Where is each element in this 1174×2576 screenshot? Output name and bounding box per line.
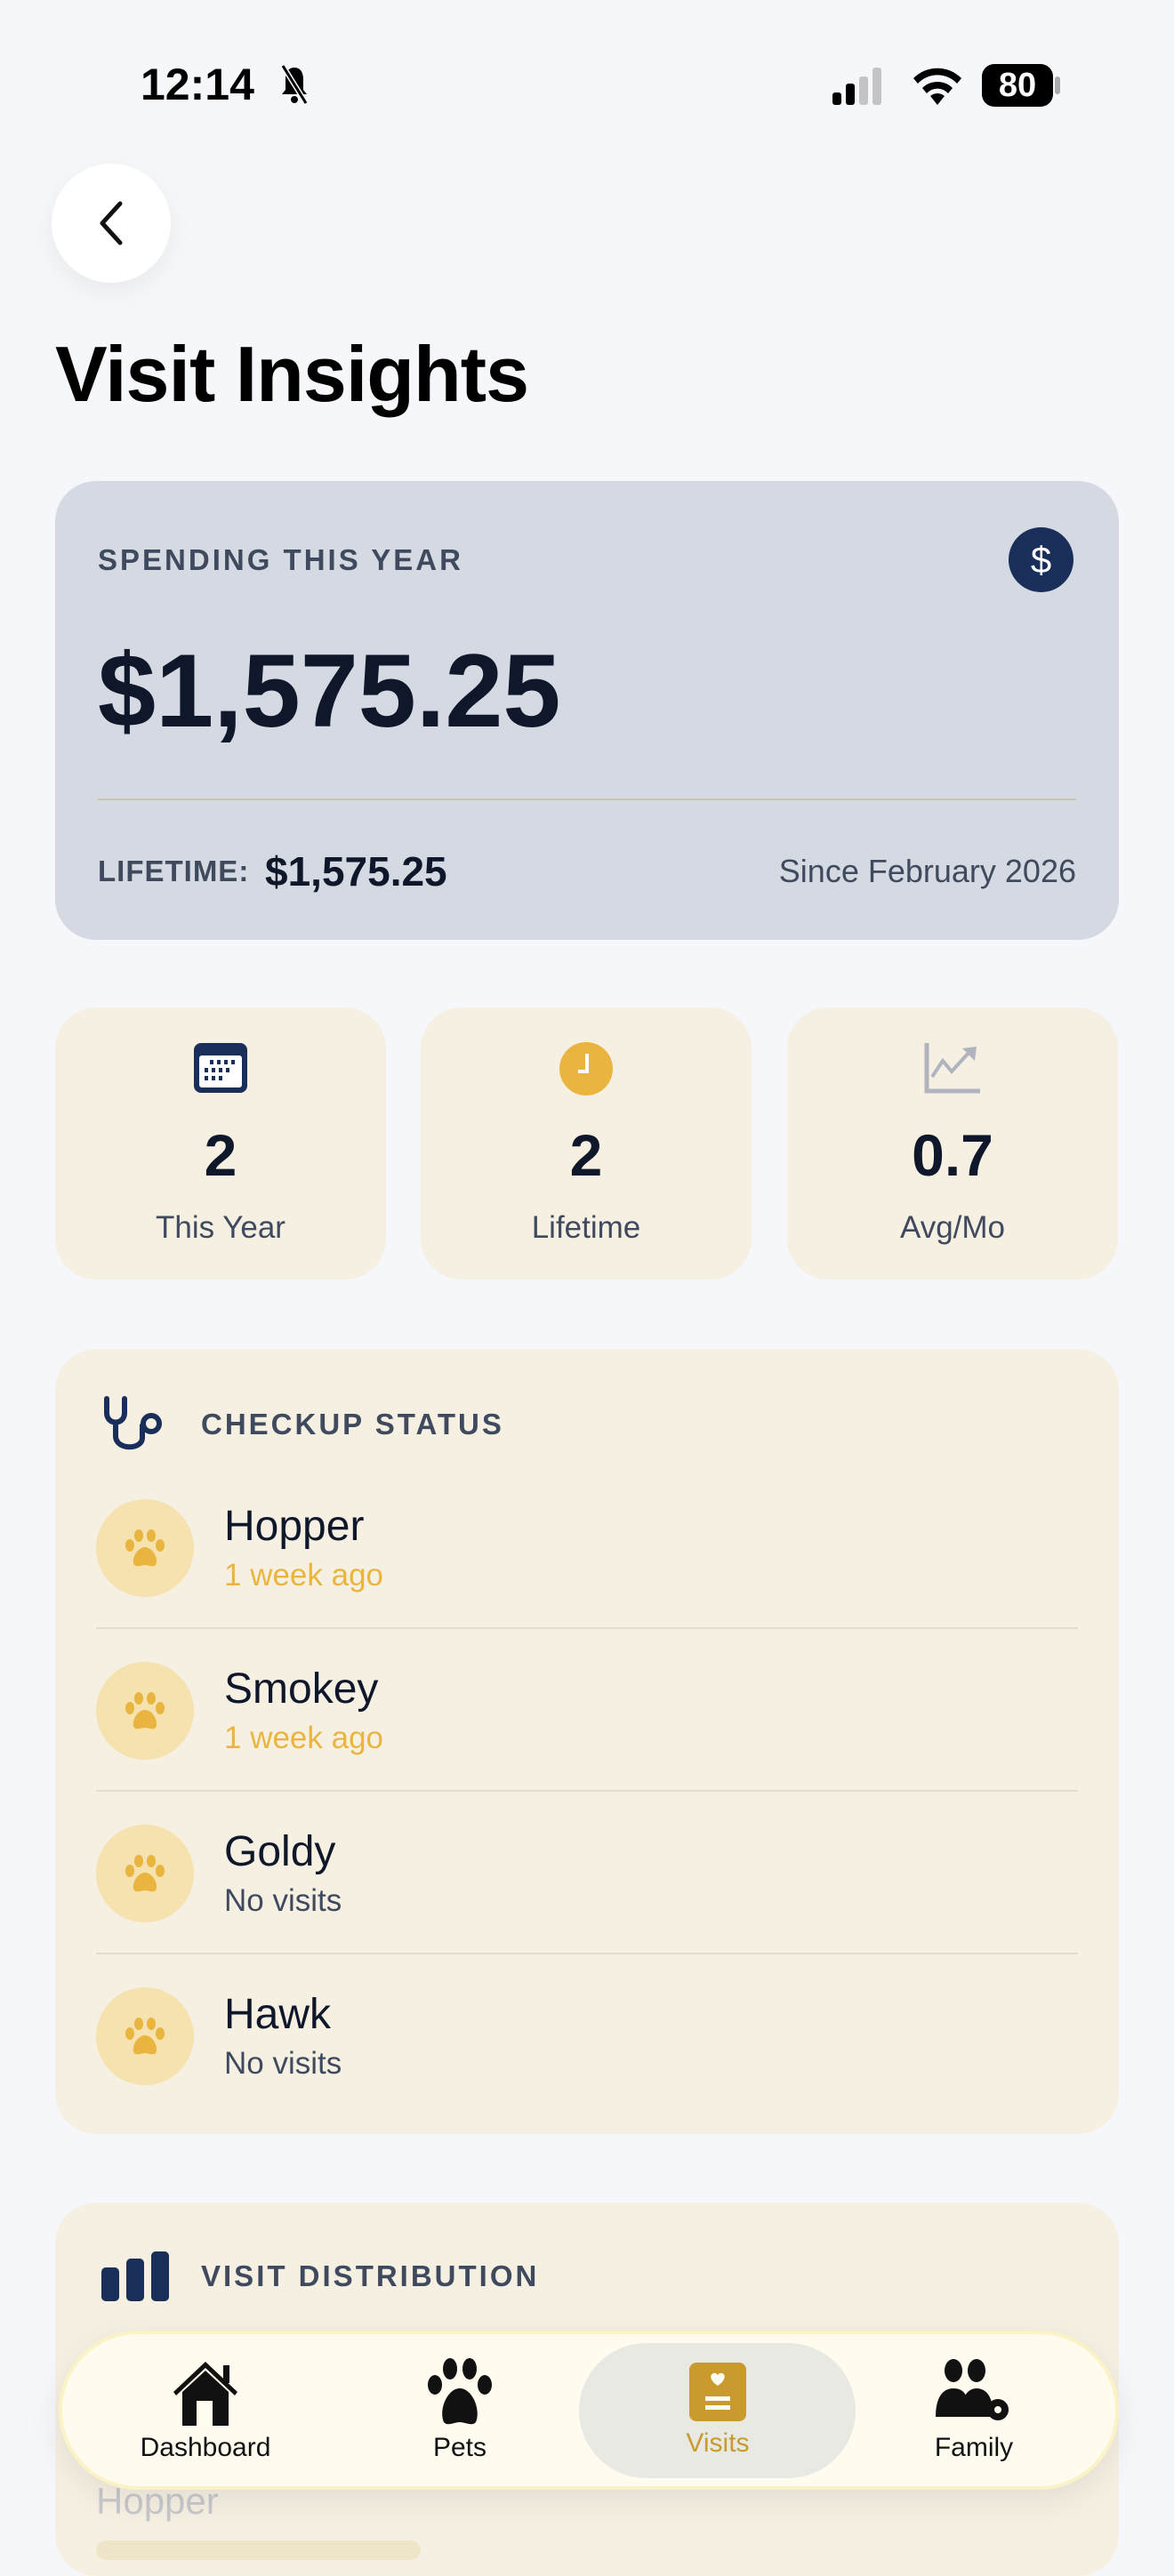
paw-icon (96, 1662, 194, 1760)
house-icon (173, 2361, 237, 2426)
pet-row[interactable]: Goldy No visits (55, 1792, 1119, 1954)
paw-icon (96, 1825, 194, 1922)
tab-family[interactable]: Family (845, 2334, 1103, 2486)
tab-label: Pets (432, 2432, 487, 2462)
pet-row[interactable]: Hawk No visits (55, 1954, 1119, 2117)
stat-avg-month: 0.7 Avg/Mo (787, 1007, 1118, 1280)
stethoscope-icon (104, 1396, 162, 1450)
medical-record-icon (689, 2362, 746, 2421)
stat-lifetime: 2 Lifetime (421, 1007, 752, 1280)
pet-status: No visits (224, 2046, 342, 2081)
wifi-icon (913, 68, 961, 105)
spending-label: SPENDING THIS YEAR (98, 543, 463, 576)
stat-label: Avg/Mo (899, 1210, 1006, 1245)
pet-status: No visits (224, 1883, 342, 1918)
stat-value: 0.7 (912, 1122, 993, 1188)
bar-chart-icon (101, 2251, 169, 2301)
bell-slash-icon (281, 64, 308, 105)
battery-indicator: 80 (982, 64, 1053, 107)
stat-label: This Year (156, 1210, 285, 1245)
pet-name: Smokey (224, 1665, 379, 1713)
battery-level: 80 (998, 66, 1037, 104)
dollar-icon: $ (1009, 527, 1073, 592)
pet-status: 1 week ago (224, 1558, 384, 1593)
stat-label: Lifetime (531, 1210, 641, 1245)
tab-label: Visits (686, 2428, 750, 2458)
tab-label: Dashboard (140, 2432, 271, 2462)
checkup-title: CHECKUP STATUS (201, 1408, 504, 1440)
divider (96, 1627, 1078, 1629)
signal-icon (832, 68, 881, 105)
calendar-icon (194, 1043, 247, 1093)
paw-icon (96, 1987, 194, 2085)
pet-row[interactable]: Smokey 1 week ago (55, 1629, 1119, 1792)
distribution-title: VISIT DISTRIBUTION (201, 2259, 540, 2292)
stat-value: 2 (569, 1122, 603, 1188)
checkup-status-card: CHECKUP STATUS Hopper 1 week ago Smokey 1 … (55, 1349, 1119, 2134)
lifetime-amount: $1,575.25 (265, 848, 447, 895)
tab-label: Family (934, 2432, 1014, 2462)
tab-visits[interactable]: Visits (589, 2334, 847, 2486)
pet-row[interactable]: Hopper 1 week ago (55, 1466, 1119, 1629)
family-settings-icon (936, 2358, 1009, 2420)
pet-status: 1 week ago (224, 1721, 384, 1755)
since-date: Since February 2026 (778, 853, 1076, 889)
status-time: 12:14 (141, 60, 254, 109)
pet-name: Hopper (224, 1503, 365, 1550)
pet-name: Hawk (224, 1991, 332, 2038)
divider (96, 1953, 1078, 1954)
chevron-left-icon (100, 201, 123, 245)
tab-bar: Dashboard Pets Visits Family (59, 2331, 1119, 2490)
tab-pets[interactable]: Pets (331, 2334, 589, 2486)
divider (96, 1790, 1078, 1792)
divider (98, 798, 1076, 800)
clock-icon (559, 1042, 613, 1095)
lifetime-label: LIFETIME: (98, 855, 250, 887)
battery-cap (1055, 76, 1060, 94)
tab-dashboard[interactable]: Dashboard (76, 2334, 334, 2486)
chart-line-icon (924, 1043, 980, 1094)
distribution-bar (96, 2540, 421, 2560)
pet-name: Goldy (224, 1828, 336, 1875)
paw-icon (428, 2357, 492, 2424)
back-button[interactable] (52, 164, 171, 283)
paw-icon (96, 1499, 194, 1597)
spending-card: SPENDING THIS YEAR $ $1,575.25 LIFETIME:… (55, 481, 1119, 940)
spending-amount: $1,575.25 (98, 632, 561, 749)
stat-value: 2 (204, 1122, 237, 1188)
page-title: Visit Insights (55, 330, 529, 418)
stat-this-year: 2 This Year (55, 1007, 386, 1280)
